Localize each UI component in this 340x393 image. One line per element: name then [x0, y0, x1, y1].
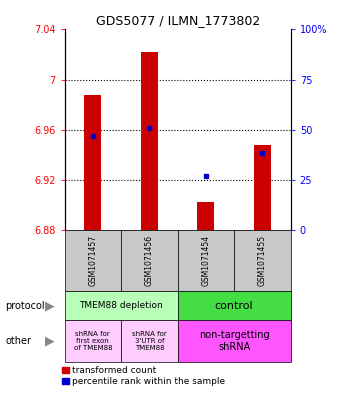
Text: GSM1071456: GSM1071456 — [145, 235, 154, 286]
Title: GDS5077 / ILMN_1773802: GDS5077 / ILMN_1773802 — [96, 14, 260, 27]
Text: control: control — [215, 301, 254, 310]
Text: shRNA for
first exon
of TMEM88: shRNA for first exon of TMEM88 — [73, 331, 112, 351]
Bar — [121, 320, 177, 362]
Legend: transformed count, percentile rank within the sample: transformed count, percentile rank withi… — [62, 366, 225, 386]
Bar — [177, 320, 291, 362]
Text: GSM1071455: GSM1071455 — [258, 235, 267, 286]
Bar — [84, 95, 101, 230]
Bar — [254, 145, 271, 230]
Text: ▶: ▶ — [45, 334, 54, 347]
Text: protocol: protocol — [5, 301, 45, 310]
Bar — [177, 291, 291, 320]
Text: shRNA for
3'UTR of
TMEM88: shRNA for 3'UTR of TMEM88 — [132, 331, 167, 351]
Bar — [234, 230, 291, 291]
Bar — [141, 52, 158, 230]
Bar — [65, 320, 121, 362]
Bar — [65, 230, 121, 291]
Text: ▶: ▶ — [45, 299, 54, 312]
Bar — [177, 230, 234, 291]
Bar — [121, 230, 177, 291]
Bar — [198, 202, 215, 230]
Text: GSM1071457: GSM1071457 — [88, 235, 97, 286]
Bar — [65, 291, 177, 320]
Text: non-targetting
shRNA: non-targetting shRNA — [199, 330, 270, 352]
Text: GSM1071454: GSM1071454 — [201, 235, 210, 286]
Text: TMEM88 depletion: TMEM88 depletion — [79, 301, 163, 310]
Text: other: other — [5, 336, 31, 346]
